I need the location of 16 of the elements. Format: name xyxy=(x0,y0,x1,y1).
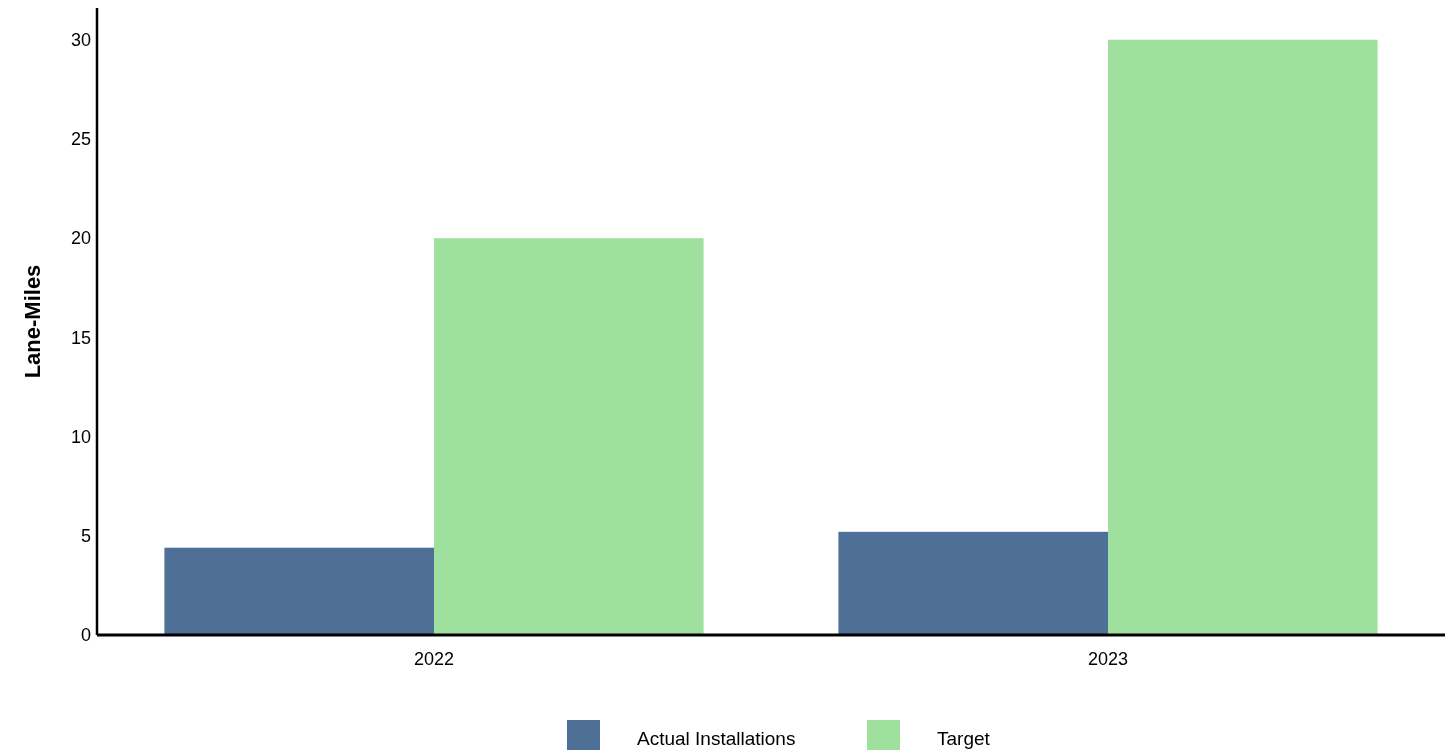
bar xyxy=(1108,39,1378,635)
x-tick-label: 2023 xyxy=(1087,649,1129,669)
bar xyxy=(434,238,704,635)
y-tick-label: 30 xyxy=(70,30,91,51)
x-tick-label: 2022 xyxy=(413,649,455,669)
y-tick-label: 25 xyxy=(70,129,91,150)
legend-label: Target xyxy=(937,727,991,749)
y-tick-label: 0 xyxy=(80,625,91,646)
y-tick-label: 10 xyxy=(70,426,91,447)
y-tick-label: 15 xyxy=(70,327,91,348)
y-tick-label: 20 xyxy=(70,228,91,249)
y-tick-label: 5 xyxy=(80,526,91,547)
bar xyxy=(164,547,434,635)
legend-label: Actual Installations xyxy=(637,727,796,749)
y-axis-title: Lane-Miles xyxy=(20,264,45,379)
bar xyxy=(838,531,1108,635)
